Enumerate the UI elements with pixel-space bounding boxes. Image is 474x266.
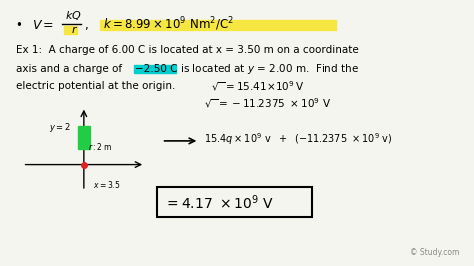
- Text: $r: 2$ m: $r: 2$ m: [88, 141, 112, 152]
- Text: is located at $y$ = 2.00 m.  Find the: is located at $y$ = 2.00 m. Find the: [177, 61, 358, 76]
- Text: $kQ$: $kQ$: [65, 9, 82, 22]
- Text: electric potential at the origin.: electric potential at the origin.: [16, 81, 175, 92]
- Bar: [134, 65, 176, 73]
- Bar: [64, 26, 77, 34]
- Text: •: •: [16, 19, 22, 32]
- Text: $15.4q \times 10^9\ \mathrm{v}\ \ +\ \ (-11.2375\ \times 10^9\ \mathrm{v})$: $15.4q \times 10^9\ \mathrm{v}\ \ +\ \ (…: [204, 132, 392, 147]
- Text: axis and a charge of: axis and a charge of: [16, 64, 125, 73]
- Text: © Study.com: © Study.com: [410, 248, 460, 257]
- Bar: [100, 20, 336, 30]
- Text: −2.50 C: −2.50 C: [135, 64, 178, 74]
- Text: Ex 1:  A charge of 6.00 C is located at x = 3.50 m on a coordinate: Ex 1: A charge of 6.00 C is located at x…: [16, 45, 358, 55]
- Text: $V =$: $V =$: [32, 19, 54, 32]
- Bar: [157, 187, 312, 217]
- Text: $\sqrt{\ } = - 11.2375\ \times 10^9\ \mathrm{V}$: $\sqrt{\ } = - 11.2375\ \times 10^9\ \ma…: [204, 96, 331, 110]
- Text: $k = 8.99 \times 10^9\ \mathrm{Nm^2/C^2}$: $k = 8.99 \times 10^9\ \mathrm{Nm^2/C^2}…: [103, 16, 234, 33]
- Text: $y=2$: $y=2$: [48, 121, 71, 134]
- Text: $x=3.5$: $x=3.5$: [93, 179, 121, 190]
- Text: ,: ,: [84, 19, 88, 32]
- Bar: [78, 126, 90, 149]
- Text: $= 4.17\ \times 10^9\ \mathrm{V}$: $= 4.17\ \times 10^9\ \mathrm{V}$: [164, 193, 273, 211]
- Text: $\sqrt{\ }= 15.41\!\times\!10^9\,\mathrm{V}$: $\sqrt{\ }= 15.41\!\times\!10^9\,\mathrm…: [211, 80, 304, 93]
- Text: $r$: $r$: [71, 24, 78, 35]
